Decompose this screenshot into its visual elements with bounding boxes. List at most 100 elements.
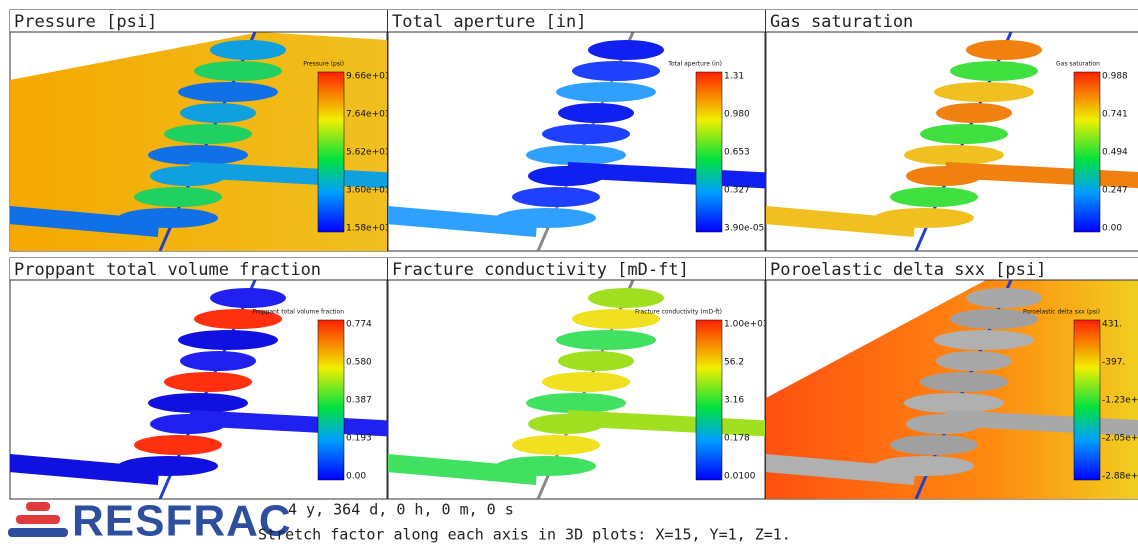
colorbar-tick: 0.00: [1102, 224, 1122, 234]
fracture: [210, 288, 286, 308]
render: [388, 280, 765, 499]
fracture: [148, 145, 248, 165]
fracture: [558, 351, 634, 371]
panel: Gas saturation0.9880.7410.4940.2470.00Ga…: [765, 9, 1138, 252]
colorbar-tick: 0.387: [346, 396, 372, 406]
fracture: [558, 103, 634, 123]
panel-title: Fracture conductivity [mD-ft]: [392, 260, 689, 280]
colorbar-tick: 1.58e+03: [346, 224, 391, 234]
colorbar-label: Proppant total volume fraction: [252, 309, 344, 316]
render: [10, 32, 387, 251]
fracture: [966, 288, 1042, 308]
colorbar-tick: 0.0100: [724, 472, 756, 482]
panel: Fracture conductivity (mD-ft)1.00e+03 56.…: [387, 257, 769, 500]
fracture: [904, 145, 1004, 165]
fracture: [950, 61, 1038, 81]
fracture: [934, 330, 1034, 350]
fracture: [890, 435, 978, 455]
title-bar: [388, 10, 765, 32]
fracture: [920, 124, 1008, 144]
colorbar-tick: 1.00e+03: [724, 320, 769, 330]
render: [766, 280, 1138, 499]
colorbar-tick: 0.988: [1102, 72, 1128, 82]
colorbar-tick: 1.31: [724, 72, 744, 82]
colorbar: [317, 319, 345, 481]
fracture: [134, 435, 222, 455]
fracture: [210, 40, 286, 60]
colorbar-tick: 0.178: [724, 434, 750, 444]
colorbar: [695, 71, 723, 233]
colorbar-tick: -397.: [1102, 358, 1125, 368]
panel-title: Gas saturation: [770, 12, 913, 32]
colorbar-tick: -2.88e+03: [1102, 472, 1138, 482]
fracture: [542, 124, 630, 144]
fracture: [134, 187, 222, 207]
fracture: [194, 61, 282, 81]
colorbar-label: Fracture conductivity (mD-ft): [635, 309, 722, 316]
logo-text: RESFRAC: [72, 497, 292, 546]
fracture: [920, 372, 1008, 392]
fracture: [936, 103, 1012, 123]
logo-bars: [8, 502, 68, 537]
fracture: [890, 187, 978, 207]
panel: Total aperture (in)1.31 0.980 0.653 0.327 3.…: [387, 9, 766, 252]
title-bar: [766, 10, 1138, 32]
colorbar-tick: 7.64e+03: [346, 110, 391, 120]
colorbar-tick: 0.193: [346, 434, 372, 444]
fracture: [934, 82, 1034, 102]
colorbar-tick: 56.2: [724, 358, 744, 368]
fracture: [526, 393, 626, 413]
fracture: [950, 309, 1038, 329]
colorbar: [695, 319, 723, 481]
colorbar-tick: 3.16: [724, 396, 744, 406]
fracture: [588, 288, 664, 308]
panel-title: Total aperture [in]: [392, 12, 586, 32]
colorbar-tick: 431.: [1102, 320, 1122, 330]
colorbar-tick: 0.980: [724, 110, 750, 120]
colorbar-label: Gas saturation: [1056, 61, 1100, 68]
title-bar: [10, 258, 387, 280]
fracture: [512, 187, 600, 207]
fracture: [164, 124, 252, 144]
fracture: [10, 454, 160, 486]
colorbar-tick: -1.23e+03: [1102, 396, 1138, 406]
panel-title: Pressure [psi]: [14, 12, 157, 32]
colorbar-tick: 0.00: [346, 472, 366, 482]
fracture: [10, 206, 160, 238]
colorbar-tick: 0.741: [1102, 110, 1128, 120]
colorbar-tick: 0.494: [1102, 148, 1128, 158]
fracture: [556, 330, 656, 350]
title-bar: [388, 258, 765, 280]
fracture: [180, 351, 256, 371]
fracture: [194, 309, 282, 329]
fracture: [966, 40, 1042, 60]
render: [388, 32, 765, 251]
fracture: [526, 145, 626, 165]
colorbar-tick: 3.90e-05: [724, 224, 764, 234]
colorbar-tick: 0.327: [724, 186, 750, 196]
fracture: [180, 103, 256, 123]
colorbar-tick: 3.60e+03: [346, 186, 391, 196]
fracture: [178, 330, 278, 350]
fracture: [936, 351, 1012, 371]
fracture: [148, 393, 248, 413]
fracture: [572, 61, 660, 81]
fracture: [178, 82, 278, 102]
fracture: [766, 454, 916, 486]
fracture: [588, 40, 664, 60]
fracture: [556, 82, 656, 102]
colorbar-label: Total aperture (in): [667, 61, 722, 68]
fracture: [766, 206, 916, 238]
colorbar-tick: -2.05e+03: [1102, 434, 1138, 444]
colorbar: [1073, 71, 1101, 233]
title-bar: [10, 10, 387, 32]
fracture: [164, 372, 252, 392]
panel: Poroelastic delta sxx (psi)431. -397. -1.2…: [765, 257, 1138, 500]
colorbar-tick: 0.653: [724, 148, 750, 158]
colorbar-label: Pressure (psi): [303, 61, 344, 68]
colorbar: [317, 71, 345, 233]
colorbar-tick: 0.580: [346, 358, 372, 368]
colorbar-tick: 0.247: [1102, 186, 1128, 196]
colorbar-tick: 0.774: [346, 320, 372, 330]
